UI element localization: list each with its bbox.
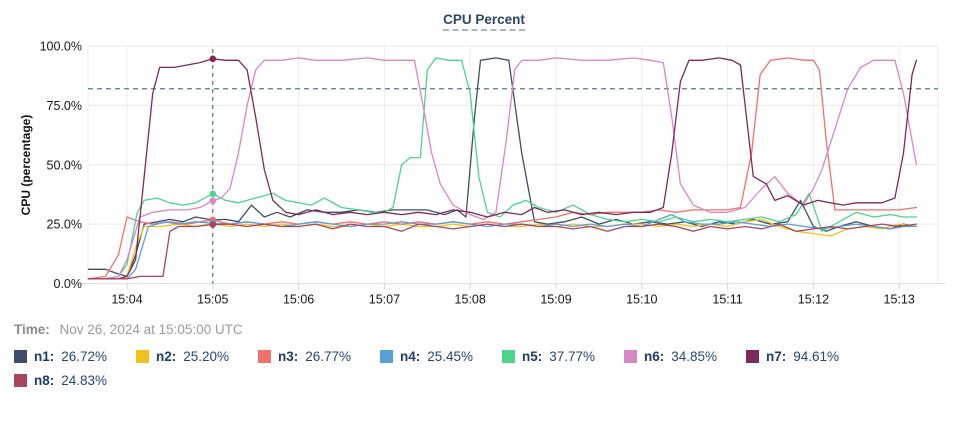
legend-swatch [380,350,393,363]
legend-swatch [14,350,27,363]
legend-item-n2[interactable]: n2: 25.20% [136,349,258,364]
x-tick-label: 15:07 [369,293,400,307]
time-label: Time: [14,322,50,337]
chart-title[interactable]: CPU Percent [443,12,525,31]
legend-series-label: n1: [34,349,55,364]
series-line-n8[interactable] [87,223,918,280]
x-tick-label: 15:04 [111,293,142,307]
time-value: Nov 26, 2024 at 15:05:00 UTC [59,322,243,337]
legend-swatch [624,350,637,363]
series-line-n7[interactable] [87,57,918,280]
series-line-n1[interactable] [87,57,918,278]
chart-header: CPU Percent [0,0,968,34]
x-tick-label: 15:13 [884,293,915,307]
legend-series-label: n2: [156,349,177,364]
legend-item-n4[interactable]: n4: 25.45% [380,349,502,364]
legend-series-value: 26.72% [61,349,108,364]
legend-series-label: n8: [34,373,55,388]
legend-item-n1[interactable]: n1: 26.72% [14,349,136,364]
legend-series-label: n7: [766,349,787,364]
x-tick-label: 15:05 [197,293,228,307]
x-tick-label: 15:08 [455,293,486,307]
x-tick-label: 15:09 [540,293,571,307]
y-axis-title: CPU (percentage) [19,115,33,216]
y-tick-label: 0.0% [54,277,83,291]
legend-series-label: n3: [278,349,299,364]
legend-series-value: 34.85% [671,349,718,364]
legend-swatch [258,350,271,363]
legend-item-n6[interactable]: n6: 34.85% [624,349,746,364]
legend-item-n3[interactable]: n3: 26.77% [258,349,380,364]
marker-dot-n7 [209,55,217,63]
legend-swatch [502,350,515,363]
x-tick-label: 15:11 [712,293,742,307]
x-tick-label: 15:10 [626,293,657,307]
legend-series-label: n5: [522,349,543,364]
marker-dot-n5 [209,190,217,198]
marker-dot-n8 [209,221,217,228]
legend-series-value: 94.61% [793,349,840,364]
legend-series-value: 25.45% [427,349,474,364]
legend-series-value: 25.20% [183,349,230,364]
legend-item-n5[interactable]: n5: 37.77% [502,349,624,364]
legend-item-n8[interactable]: n8: 24.83% [14,373,136,388]
y-tick-label: 25.0% [47,218,82,232]
x-tick-label: 15:06 [283,293,314,307]
legend-series-label: n4: [400,349,421,364]
legend-series-label: n6: [644,349,665,364]
legend-series-value: 37.77% [549,349,596,364]
y-tick-label: 75.0% [47,99,82,113]
legend-swatch [746,350,759,363]
time-row: Time: Nov 26, 2024 at 15:05:00 UTC [14,322,968,337]
legend-item-n7[interactable]: n7: 94.61% [746,349,868,364]
y-tick-label: 50.0% [47,158,82,172]
legend-swatch [136,350,149,363]
x-tick-label: 15:12 [798,293,829,307]
y-tick-label: 100.0% [40,40,82,54]
legend-series-value: 24.83% [61,373,108,388]
legend: n1: 26.72% n2: 25.20% n3: 26.77% n4: 25.… [14,349,958,388]
legend-series-value: 26.77% [305,349,352,364]
marker-dot-n6 [209,197,217,205]
cpu-percent-chart: 0.0% 25.0% 50.0% 75.0% 100.0% 15:04 15:05 15:06… [19,40,946,307]
legend-swatch [14,374,27,387]
